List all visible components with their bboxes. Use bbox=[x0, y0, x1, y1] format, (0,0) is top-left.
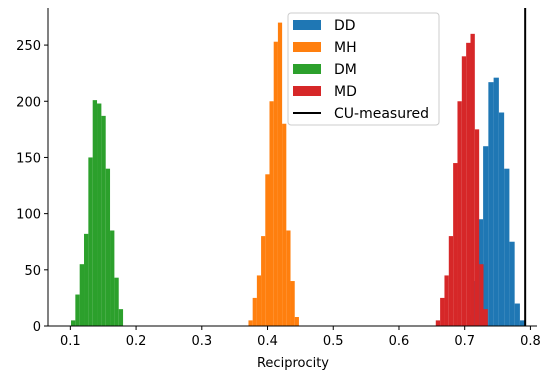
x-tick-label: 0.2 bbox=[126, 334, 147, 349]
bar-mh-0 bbox=[248, 320, 253, 326]
x-axis-label: Reciprocity bbox=[257, 356, 329, 370]
legend-label: DM bbox=[334, 62, 357, 78]
legend-box bbox=[287, 12, 440, 126]
legend-item-cu-measured: CU-measured bbox=[293, 106, 429, 122]
bar-mh-3 bbox=[261, 236, 266, 326]
bar-mh-6 bbox=[273, 41, 278, 327]
bar-dd-5 bbox=[493, 77, 499, 326]
bar-mh-2 bbox=[256, 275, 262, 326]
bar-md-0 bbox=[435, 320, 441, 326]
bar-dd-6 bbox=[498, 112, 505, 326]
bar-dm-3 bbox=[84, 233, 89, 326]
bar-md-9 bbox=[474, 129, 480, 326]
legend-item-md: MD bbox=[293, 84, 357, 100]
bar-dm-4 bbox=[88, 157, 93, 326]
bar-md-10 bbox=[479, 264, 484, 326]
bar-md-7 bbox=[466, 42, 471, 326]
legend-item-mh: MH bbox=[293, 40, 357, 56]
bar-mh-9 bbox=[286, 230, 291, 326]
y-tick-label: 150 bbox=[16, 151, 41, 166]
bar-dd-7 bbox=[504, 168, 510, 326]
series-mh bbox=[248, 22, 299, 327]
bar-dm-9 bbox=[110, 230, 115, 326]
bar-dm-10 bbox=[114, 277, 119, 326]
x-tick-label: 0.6 bbox=[389, 334, 410, 349]
bar-md-3 bbox=[448, 236, 454, 326]
bar-mh-4 bbox=[265, 174, 270, 326]
bar-dm-11 bbox=[118, 309, 124, 326]
x-tick-label: 0.4 bbox=[257, 334, 278, 349]
axes bbox=[47, 8, 537, 327]
bar-dd-4 bbox=[488, 82, 494, 327]
legend-swatch bbox=[293, 20, 321, 30]
x-tick-label: 0.1 bbox=[60, 334, 81, 349]
legend-item-dd: DD bbox=[293, 18, 356, 34]
bar-dd-3 bbox=[483, 146, 489, 326]
legend-swatch bbox=[293, 64, 321, 74]
x-tick-label: 0.8 bbox=[520, 334, 540, 349]
bar-mh-7 bbox=[277, 22, 283, 326]
legend-label: MD bbox=[334, 84, 357, 100]
legend-swatch bbox=[293, 42, 321, 52]
y-tick-label: 250 bbox=[16, 39, 41, 54]
bar-dd-8 bbox=[509, 241, 515, 326]
legend-label: DD bbox=[334, 18, 356, 34]
bar-dm-0 bbox=[71, 320, 76, 326]
y-tick-label: 0 bbox=[33, 320, 41, 335]
bar-md-11 bbox=[483, 309, 488, 326]
bar-dm-2 bbox=[79, 264, 85, 326]
bar-md-4 bbox=[453, 163, 458, 326]
bar-mh-1 bbox=[252, 297, 257, 326]
legend: DD MH DM MD CU-measured bbox=[287, 12, 440, 126]
bar-dm-7 bbox=[101, 115, 106, 326]
legend-label: MH bbox=[334, 40, 357, 56]
y-tick-label: 100 bbox=[16, 208, 41, 223]
x-tick-label: 0.7 bbox=[454, 334, 475, 349]
bar-md-2 bbox=[444, 275, 449, 326]
bar-dm-1 bbox=[75, 294, 80, 326]
bar-md-1 bbox=[440, 297, 445, 326]
bar-dd-10 bbox=[519, 320, 526, 326]
bar-md-6 bbox=[461, 56, 467, 326]
bar-md-8 bbox=[470, 33, 475, 327]
bar-mh-11 bbox=[294, 317, 299, 326]
y-ticks: 0 50 100 150 200 250 bbox=[16, 39, 48, 335]
legend-label: CU-measured bbox=[334, 106, 429, 122]
bar-mh-10 bbox=[290, 281, 295, 326]
y-tick-label: 50 bbox=[24, 264, 41, 279]
bar-md-5 bbox=[457, 101, 462, 326]
series-dm bbox=[71, 100, 124, 327]
x-tick-label: 0.5 bbox=[323, 334, 344, 349]
y-tick-label: 200 bbox=[16, 95, 41, 110]
x-tick-label: 0.3 bbox=[191, 334, 212, 349]
bar-dd-9 bbox=[514, 303, 520, 326]
series-md bbox=[435, 33, 488, 327]
bar-dm-5 bbox=[92, 100, 98, 326]
x-ticks: 0.1 0.2 0.3 0.4 0.5 0.6 0.7 0.8 bbox=[60, 326, 540, 349]
bar-mh-5 bbox=[269, 101, 274, 326]
bar-dm-6 bbox=[97, 103, 102, 327]
histogram-bars bbox=[71, 22, 526, 327]
bar-dm-8 bbox=[105, 168, 111, 326]
legend-item-dm: DM bbox=[293, 62, 357, 78]
legend-swatch bbox=[293, 86, 321, 96]
bar-mh-8 bbox=[282, 123, 287, 326]
